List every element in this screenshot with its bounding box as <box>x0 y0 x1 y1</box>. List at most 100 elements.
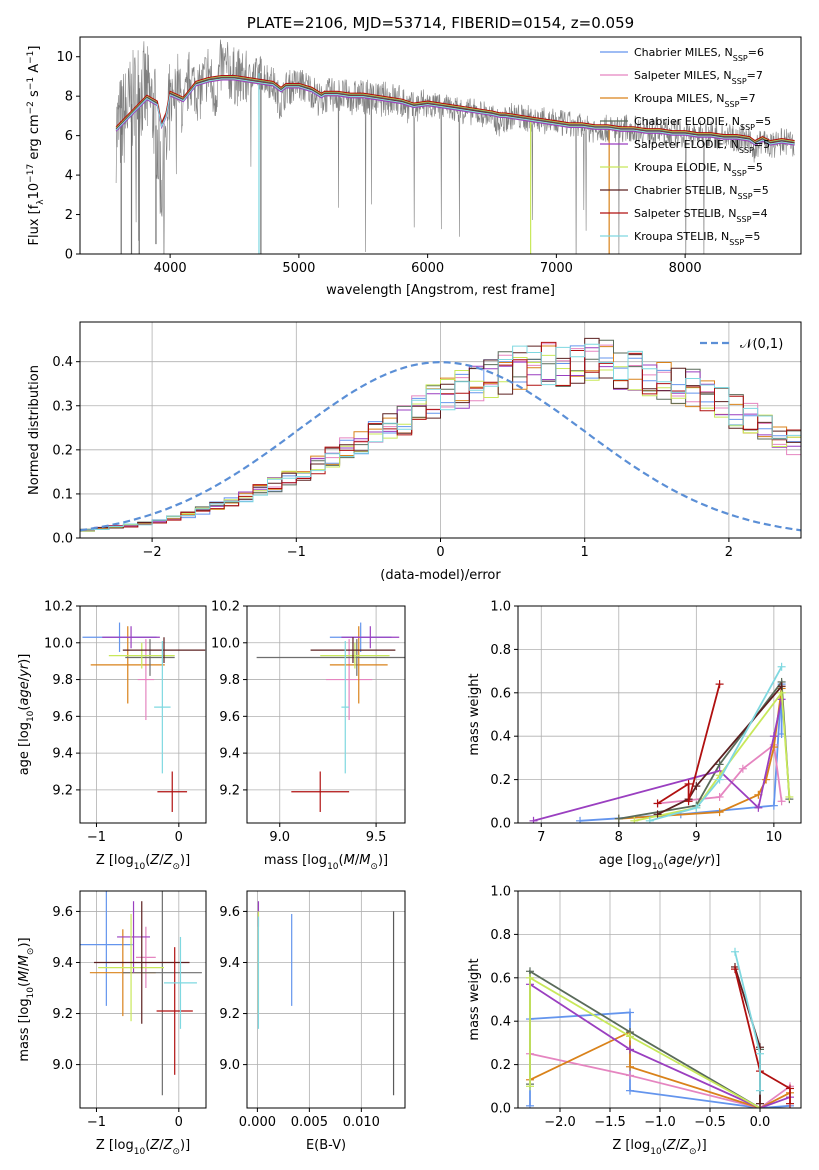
age-vs-mass-frame <box>246 605 406 824</box>
legend-nssp: =4 <box>751 207 767 220</box>
age-vs-z-xlabel-part: Z [log <box>96 853 134 868</box>
legend-sub: SSP <box>739 146 754 155</box>
model-line-6 <box>115 77 795 144</box>
histogram-step-7 <box>80 341 801 531</box>
spectrum-ylabel-part: −2 <box>26 101 36 114</box>
mass-vs-ebv-plot-area <box>257 901 395 1096</box>
age-vs-mass-xlabel: mass [log10(M/M⊙)] <box>264 853 388 872</box>
residual-frame <box>79 321 802 539</box>
age-vs-z-ylabel-part: / <box>17 676 32 681</box>
weight-vs-age-ytick-label: 0.4 <box>490 730 511 745</box>
spectrum-ylabel-part: Flux [f <box>27 204 42 245</box>
mass-vs-z-xlabel-part: / <box>159 1138 164 1153</box>
legend-nssp: =5 <box>747 161 763 174</box>
age-vs-z-xtick-label: 0 <box>175 830 183 845</box>
legend-label-3: Chabrier ELODIE, NSSP=5 <box>634 115 771 132</box>
mass-vs-z-ylabel-part: mass [log <box>17 998 32 1061</box>
spectrum-frame <box>79 36 802 255</box>
weight-vs-age-ytick-label: 1.0 <box>490 600 511 615</box>
legend-sub: SSP <box>732 169 747 178</box>
weight-vs-z-ytick-label: 0.2 <box>490 1058 511 1073</box>
spectrum-ylabel-part: −17 <box>26 164 36 183</box>
legend-nssp: =5 <box>754 138 770 151</box>
spectrum-title: PLATE=2106, MJD=53714, FIBERID=0154, z=0… <box>247 14 634 32</box>
legend-sub: SSP <box>736 215 751 224</box>
spectrum-ytick-label: 0 <box>65 248 73 263</box>
legend-text: Kroupa MILES, N <box>634 92 724 105</box>
mass-vs-z-plot-area <box>80 891 202 1096</box>
weight-vs-z-xtick-label: −2.0 <box>544 1115 576 1130</box>
weight-vs-z-ytick-label: 0.0 <box>490 1102 511 1117</box>
legend-sub: SSP <box>740 123 755 132</box>
mass-vs-z-xlabel-part: ⊙ <box>172 1147 180 1157</box>
age-vs-z-xtick-label: −1 <box>87 830 106 845</box>
mass-vs-z-ylabel: mass [log10(M/M⊙)] <box>17 937 36 1061</box>
weight-vs-age-xlabel-part: ( <box>663 853 668 868</box>
legend-nssp: =5 <box>755 115 771 128</box>
weight-vs-z-ytick-label: 0.4 <box>490 1015 511 1030</box>
model-line-3 <box>115 76 795 143</box>
age-vs-mass-ytick-label: 9.6 <box>219 710 240 725</box>
residual-ytick-label: 0.1 <box>52 487 73 502</box>
weight-vs-age-xtick-label: 7 <box>537 830 545 845</box>
spectrum-ytick-label: 2 <box>65 208 73 223</box>
weight-vs-z-xtick-label: −1.5 <box>594 1115 626 1130</box>
legend-nssp: =5 <box>753 184 769 197</box>
mass-vs-z-xtick-label: −1 <box>87 1115 106 1130</box>
age-vs-z-ylabel-part: ( <box>17 706 32 711</box>
legend-label-8: Kroupa STELIB, NSSP=5 <box>634 230 760 247</box>
legend-text: Chabrier ELODIE, N <box>634 115 740 128</box>
age-vs-z-xlabel-part: )] <box>180 853 190 868</box>
legend-sub: SSP <box>724 100 739 109</box>
mass-vs-z-xlabel-part: Z <box>149 1138 160 1153</box>
spectrum-xtick-label: 4000 <box>154 261 187 276</box>
mass-vs-ebv-ytick-label: 9.0 <box>219 1058 240 1073</box>
age-vs-mass-xlabel-part: M <box>344 853 355 868</box>
weight-vs-age-xtick-label: 10 <box>766 830 783 845</box>
weight-vs-z-xlabel-part: Z <box>666 1138 677 1153</box>
age-vs-mass-xlabel-part: / <box>355 853 360 868</box>
age-vs-z-ytick-label: 9.8 <box>52 673 73 688</box>
weight-vs-age-xtick-label: 9 <box>692 830 700 845</box>
legend-sub: SSP <box>738 192 753 201</box>
age-vs-z-ytick-label: 9.6 <box>52 710 73 725</box>
mass-vs-ebv-xtick-label: 0.010 <box>343 1115 380 1130</box>
weight-vs-z-ytick-label: 1.0 <box>490 885 511 900</box>
spectrum-ylabel-part: −1 <box>26 51 36 64</box>
mass-vs-ebv-xtick-label: 0.005 <box>291 1115 328 1130</box>
mass-vs-z-xlabel: Z [log10(Z/Z⊙)] <box>96 1138 190 1157</box>
legend-nssp: =6 <box>748 46 764 59</box>
age-vs-mass-ytick-label: 9.4 <box>219 747 240 762</box>
weight-vs-z-xlabel-part: 10 <box>650 1147 662 1157</box>
mass-vs-z-xlabel-part: ( <box>145 1138 150 1153</box>
spectrum-ylabel: Flux [fλ10−17 erg cm−2 s−1 A−1] <box>26 46 46 246</box>
weight-vs-z-xlabel-part: )] <box>697 1138 707 1153</box>
weight-vs-z-frame <box>517 890 802 1109</box>
weight-vs-age-ytick-label: 0.2 <box>490 773 511 788</box>
normal-curve-line <box>80 360 801 532</box>
residual-xtick-label: 1 <box>581 545 589 560</box>
age-vs-z-xlabel-part: 10 <box>134 862 146 872</box>
histogram-step-4 <box>80 347 801 532</box>
legend-text: Salpeter STELIB, N <box>634 207 736 220</box>
age-vs-mass-plot-area <box>256 622 405 812</box>
mass-vs-z-ytick-label: 9.6 <box>52 905 73 920</box>
weight-vs-z-series-3 <box>529 969 761 1108</box>
weight-vs-age-xlabel-part: )] <box>710 853 720 868</box>
legend-label-6: Chabrier STELIB, NSSP=5 <box>634 184 769 201</box>
mass-vs-z-xlabel-part: Z [log <box>96 1138 134 1153</box>
residual-ytick-label: 0.4 <box>52 355 73 370</box>
legend-label-4: Salpeter ELODIE, NSSP=5 <box>634 138 770 155</box>
mass-vs-z-ylabel-part: M <box>17 971 32 982</box>
age-vs-mass-ytick-label: 10.2 <box>211 600 240 615</box>
spectrum-ytick-label: 6 <box>65 129 73 144</box>
spectrum-ylabel-part: −1 <box>26 77 36 90</box>
mass-vs-ebv-frame <box>246 890 406 1109</box>
histogram-step-3 <box>80 339 801 530</box>
spectrum-ylabel-part: 10 <box>27 183 42 200</box>
age-vs-z-xlabel-part: ⊙ <box>172 862 180 872</box>
mass-vs-ebv-ytick-label: 9.4 <box>219 956 240 971</box>
histogram-step-0 <box>80 345 801 532</box>
mass-vs-z-xtick-label: 0 <box>175 1115 183 1130</box>
spectrum-ylabel-part: s <box>27 90 42 101</box>
